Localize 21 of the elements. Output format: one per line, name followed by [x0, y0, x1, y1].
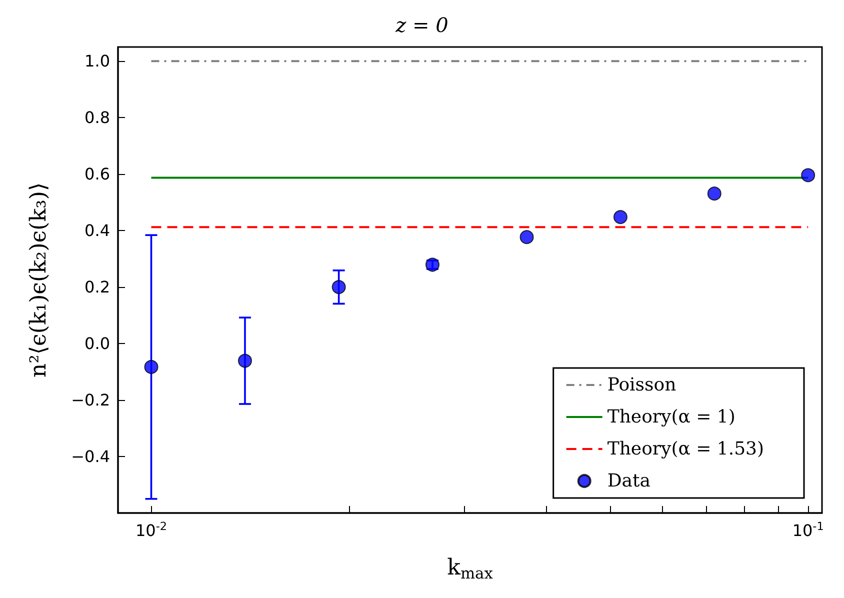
- legend-label: Theory(α = 1): [607, 406, 736, 428]
- y-tick-label: 0.2: [84, 278, 110, 297]
- point: [613, 210, 628, 224]
- y-tick-label: 0.8: [84, 108, 110, 128]
- point: [238, 354, 252, 368]
- y-tick-label: 1.0: [84, 52, 110, 71]
- y-tick-label: 0.4: [84, 221, 110, 240]
- point: [707, 186, 722, 201]
- point: [332, 280, 346, 294]
- legend-label: Theory(α = 1.53): [607, 438, 764, 460]
- point: [520, 230, 534, 244]
- y-tick-label: −0.2: [71, 390, 110, 410]
- point: [144, 360, 158, 374]
- y-axis-title: n²⟨ϵ(k₁)ϵ(k₂)ϵ(k₃)⟩: [26, 182, 52, 378]
- y-tick-label: 0.6: [84, 164, 110, 184]
- chart-title: z = 0: [394, 13, 449, 37]
- y-tick-label: −0.4: [71, 447, 110, 466]
- y-tick-label: 0.0: [84, 334, 110, 354]
- point: [801, 168, 816, 182]
- legend-label: Poisson: [607, 374, 677, 396]
- legend-label: Data: [607, 470, 651, 492]
